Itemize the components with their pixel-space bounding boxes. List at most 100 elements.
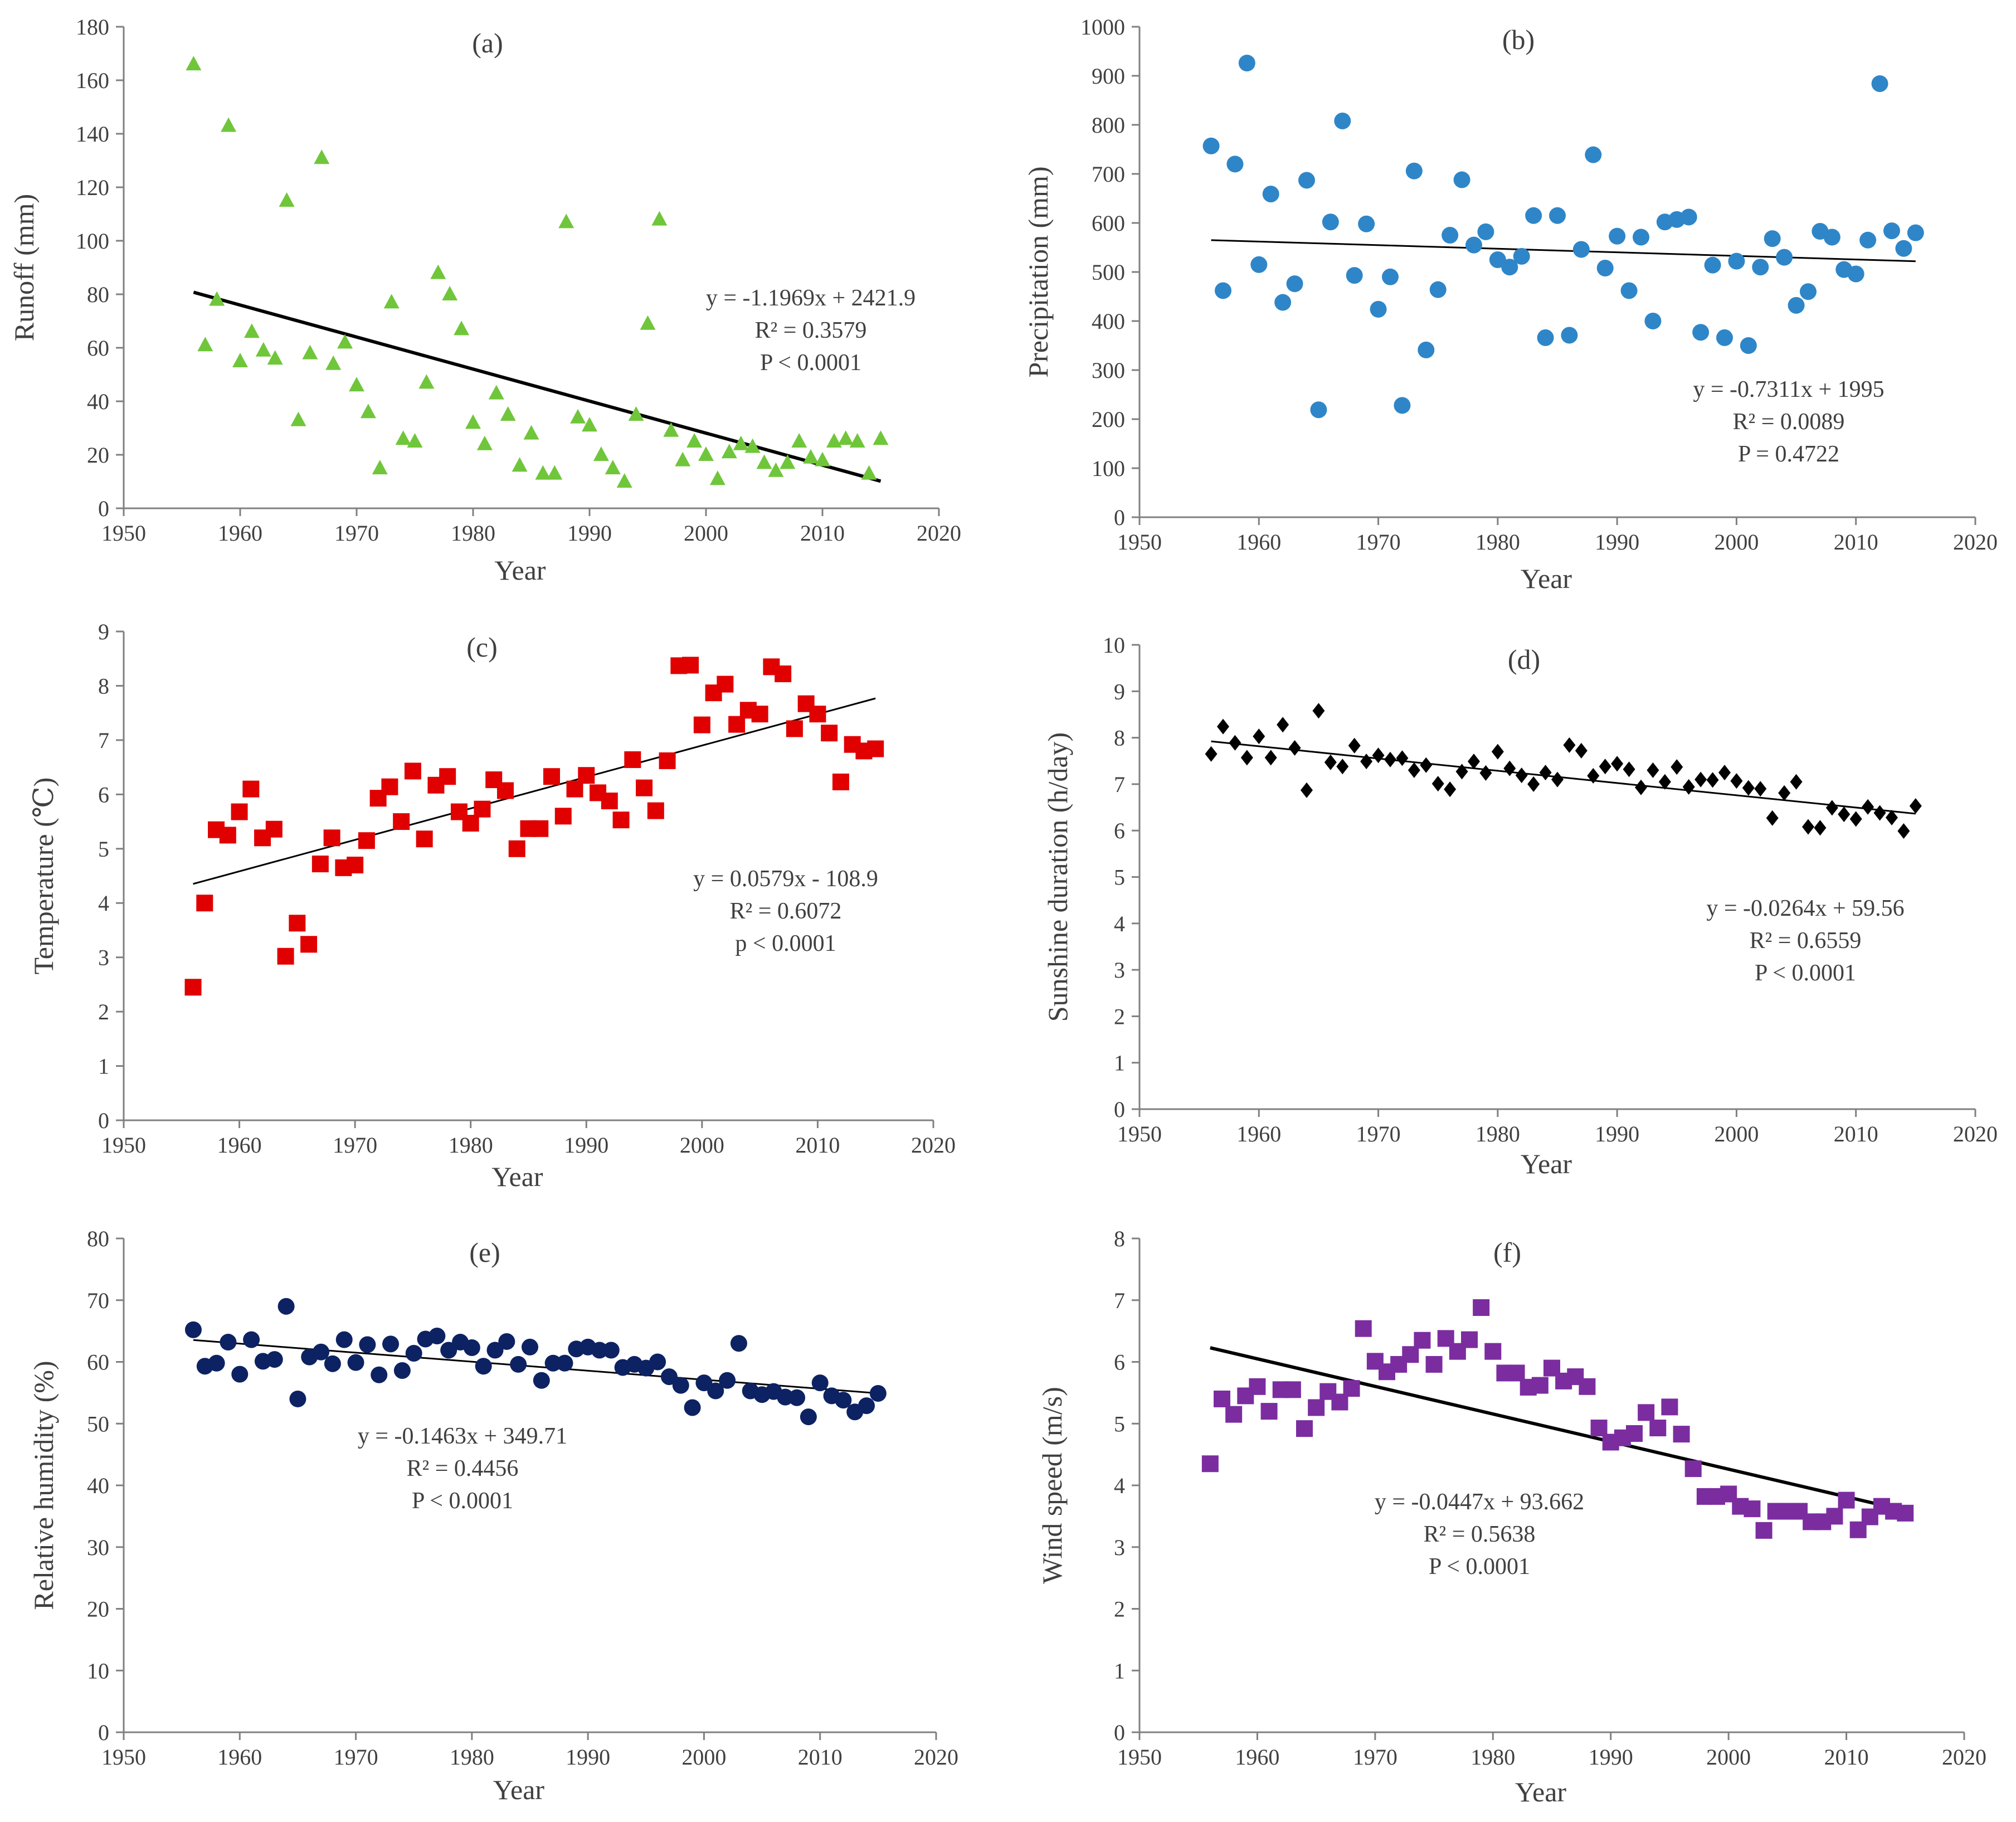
data-point <box>775 665 792 683</box>
data-point <box>873 430 889 445</box>
data-point <box>430 264 446 279</box>
x-tick-label: 1950 <box>1117 529 1162 555</box>
x-tick-label: 2020 <box>1953 529 1998 555</box>
data-point <box>1862 799 1874 815</box>
data-point <box>1766 810 1779 826</box>
data-point <box>1508 1364 1525 1382</box>
data-point <box>1718 765 1731 781</box>
regression-equation: y = -1.1969x + 2421.9 <box>706 285 916 311</box>
x-tick-label: 1960 <box>218 521 262 546</box>
data-point <box>1706 772 1719 788</box>
data-point <box>1744 1500 1761 1518</box>
data-point <box>717 676 734 693</box>
x-tick-label: 1970 <box>334 1745 378 1770</box>
data-point <box>800 1408 817 1426</box>
data-point <box>1479 765 1492 781</box>
data-point <box>811 1374 829 1392</box>
x-tick-label: 2000 <box>680 1133 724 1158</box>
data-point <box>1425 1355 1443 1373</box>
data-point <box>1372 747 1385 764</box>
data-point <box>1649 1420 1667 1437</box>
data-point <box>1334 112 1351 129</box>
data-point <box>405 1344 422 1362</box>
data-point <box>544 1354 562 1372</box>
data-point <box>1579 1378 1596 1395</box>
data-point <box>719 1372 736 1389</box>
data-point <box>184 979 202 996</box>
y-axis-title: Wind speed (m/s) <box>1036 1387 1068 1583</box>
x-tick-label: 1980 <box>1476 529 1520 555</box>
panel-title: (b) <box>1502 24 1535 55</box>
data-point <box>1671 759 1683 775</box>
y-tick-label: 1 <box>1114 1658 1125 1683</box>
y-tick-label: 2 <box>98 999 109 1024</box>
y-tick-label: 8 <box>1114 726 1125 751</box>
data-point <box>1394 397 1411 414</box>
data-point <box>1742 780 1755 796</box>
data-point <box>381 778 398 795</box>
y-tick-label: 700 <box>1092 162 1125 187</box>
data-point <box>698 446 714 461</box>
data-point <box>221 117 237 132</box>
data-point <box>416 830 433 848</box>
data-point <box>231 1366 249 1383</box>
data-point <box>556 1354 573 1372</box>
data-point <box>1501 259 1518 276</box>
data-point <box>803 449 819 464</box>
data-point <box>1740 337 1757 354</box>
y-tick-label: 0 <box>1114 1720 1125 1745</box>
data-point <box>751 706 768 723</box>
x-tick-label: 1980 <box>451 521 495 546</box>
panel-title: (d) <box>1508 644 1540 675</box>
data-point <box>1301 782 1313 798</box>
data-point <box>1442 227 1459 244</box>
chart-panel-3: 0 1 2 3 4 5 6 7 8 9 1950 1960 1970 1980 1990 2000 2010 20… <box>28 619 956 1192</box>
r-squared-label: R² = 0.6072 <box>730 898 842 924</box>
p-value-label: P = 0.4722 <box>1738 441 1839 467</box>
data-point <box>1468 754 1480 770</box>
y-tick-label: 60 <box>87 336 109 361</box>
x-tick-label: 2000 <box>684 521 728 546</box>
data-point <box>1897 1504 1914 1522</box>
data-point <box>1531 1377 1548 1394</box>
data-point <box>861 465 877 480</box>
data-point <box>1284 1381 1301 1398</box>
data-point <box>1348 737 1361 754</box>
y-tick-label: 7 <box>1114 1288 1125 1313</box>
x-axis-title: Year <box>494 555 546 586</box>
data-point <box>474 800 491 818</box>
y-tick-label: 20 <box>87 443 109 468</box>
data-point <box>1871 75 1888 93</box>
y-tick-label: 900 <box>1092 64 1125 89</box>
data-point <box>695 1374 713 1392</box>
data-point <box>1396 750 1409 766</box>
data-point <box>325 355 342 370</box>
y-tick-label: 9 <box>98 619 109 644</box>
x-tick-label: 2000 <box>1714 1121 1759 1146</box>
y-tick-label: 8 <box>1114 1226 1125 1251</box>
x-tick-label: 2000 <box>1714 529 1759 555</box>
y-tick-label: 100 <box>76 229 109 254</box>
data-point <box>277 948 294 965</box>
y-tick-label: 8 <box>98 673 109 698</box>
y-axis-title: Temperature (℃) <box>28 778 59 975</box>
data-point <box>1253 728 1265 745</box>
data-point <box>418 374 435 389</box>
data-point <box>721 444 737 459</box>
data-point <box>1539 765 1552 781</box>
y-tick-label: 10 <box>87 1658 109 1683</box>
data-point <box>465 414 481 429</box>
data-point <box>1886 809 1898 825</box>
data-point <box>508 840 525 857</box>
data-point <box>1883 222 1900 240</box>
x-axis-title: Year <box>1515 1776 1566 1808</box>
p-value-label: P < 0.0001 <box>760 350 861 376</box>
data-point <box>522 1338 538 1355</box>
data-point <box>1260 1403 1278 1420</box>
data-point <box>1728 252 1745 270</box>
y-tick-label: 5 <box>1114 865 1125 890</box>
x-tick-label: 2010 <box>795 1133 840 1158</box>
data-point <box>1288 740 1301 756</box>
x-tick-label: 2010 <box>1834 529 1878 555</box>
